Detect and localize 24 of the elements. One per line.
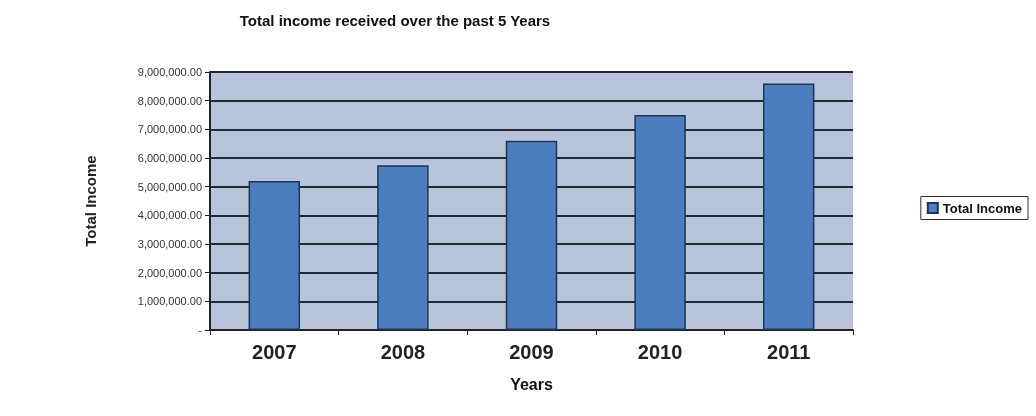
y-tick-label: 6,000,000.00 [137, 152, 202, 164]
x-axis-title: Years [510, 375, 553, 393]
y-tick-label: 2,000,000.00 [137, 266, 202, 279]
x-tick-label: 2010 [637, 341, 683, 363]
y-tick-label: 3,000,000.00 [137, 238, 202, 250]
chart-title: Total income received over the past 5 Years [239, 12, 551, 29]
y-tick-label: 7,000,000.00 [137, 123, 202, 136]
bar [505, 140, 558, 330]
bar [762, 83, 815, 330]
y-axis-title: Total Income [82, 155, 99, 247]
bar [248, 180, 301, 330]
legend-label: Total Income [942, 200, 1023, 216]
y-tick-label: 8,000,000.00 [137, 94, 202, 107]
x-tick-label: 2011 [767, 341, 811, 363]
y-tick-label: 1,000,000.00 [137, 295, 202, 308]
bar [377, 165, 429, 330]
y-tick-label: 4,000,000.00 [137, 209, 202, 222]
x-tick-label: 2008 [380, 341, 426, 363]
y-tick-label: - [198, 324, 203, 336]
bar [634, 115, 686, 330]
y-tick-label: 5,000,000.00 [137, 180, 202, 193]
x-tick-label: 2009 [509, 341, 554, 363]
x-tick-label: 2007 [252, 341, 297, 363]
y-tick-label: 9,000,000.00 [137, 66, 202, 78]
